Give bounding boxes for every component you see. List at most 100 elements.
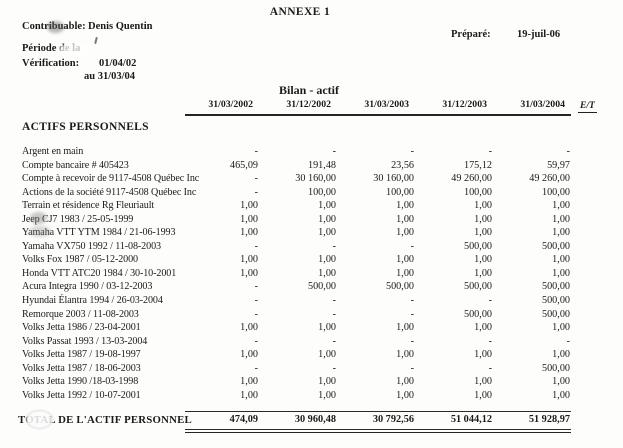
row-label: Honda VTT ATC20 1984 / 30-10-2001: [22, 267, 177, 279]
cell-value: -: [332, 295, 336, 307]
cell-value: 500,00: [541, 362, 570, 374]
cell-value: 500,00: [541, 240, 570, 252]
cell-value: 1,00: [552, 349, 570, 361]
verification-from-date: 01/04/02: [99, 58, 137, 69]
cell-value: 1,00: [474, 227, 492, 239]
cell-value: 1,00: [240, 213, 258, 225]
contribuable-label: Contribuable:: [22, 21, 86, 32]
cell-value: 175,12: [463, 159, 492, 171]
table-row: Volks Fox 1987 / 05-12-2000 1,00 1,00 1,00 1…: [0, 254, 623, 268]
cell-value: 100,00: [541, 186, 570, 198]
cell-value: -: [410, 295, 414, 307]
cell-value: 1,00: [396, 349, 414, 361]
cell-value: 1,00: [396, 376, 414, 388]
cell-value: 100,00: [463, 186, 492, 198]
cell-value: -: [254, 173, 258, 185]
cell-value: -: [332, 335, 336, 347]
cell-value: -: [410, 308, 414, 320]
cell-value: 1,00: [552, 200, 570, 212]
cell-value: 1,00: [240, 349, 258, 361]
cell-value: 1,00: [318, 200, 336, 212]
cell-value: 1,00: [396, 254, 414, 266]
row-label: Argent en main: [22, 146, 84, 157]
cell-value: 1,00: [552, 227, 570, 239]
row-label: Acura Integra 1990 / 03-12-2003: [22, 281, 153, 293]
cell-value: 1,00: [552, 322, 570, 334]
cell-value: 1,00: [474, 322, 492, 334]
table-row: Actions de la société 9117-4508 Québec I…: [0, 187, 623, 201]
cell-value: -: [254, 295, 258, 307]
cell-value: 100,00: [385, 186, 414, 198]
cell-value: 1,00: [474, 267, 492, 279]
cell-value: 1,00: [396, 267, 414, 279]
cell-value: 500,00: [463, 308, 492, 320]
row-label: Volks Jetta 1987 / 18-06-2003: [22, 362, 141, 374]
cell-value: 1,00: [474, 254, 492, 266]
cell-value: -: [488, 362, 492, 374]
row-label: Compte à recevoir de 9117-4508 Québec In…: [22, 173, 200, 185]
row-label: Actions de la société 9117-4508 Québec I…: [22, 186, 197, 198]
cell-value: 1,00: [318, 349, 336, 361]
total-cell-value: 474,09: [229, 414, 258, 425]
table-row: Volks Jetta 1992 / 10-07-2001 1,00 1,00 1,0…: [0, 390, 623, 404]
table-row: Terrain et résidence Rg Fleuriault 1,00 1,…: [0, 200, 623, 214]
scan-mark: [94, 36, 98, 45]
row-label: Compte bancaire # 405423: [22, 159, 129, 171]
table-row: Honda VTT ATC20 1984 / 30-10-2001 1,00 1,0…: [0, 268, 623, 282]
cell-value: 30 160,00: [295, 173, 336, 185]
cell-value: -: [488, 146, 492, 157]
cell-value: 500,00: [463, 281, 492, 293]
et-column-header: E/T: [578, 101, 597, 113]
cell-value: 1,00: [474, 200, 492, 212]
cell-value: 1,00: [318, 389, 336, 401]
table-row: Volks Passat 1993 / 13-03-2004 - - - - -: [0, 336, 623, 350]
cell-value: 1,00: [474, 349, 492, 361]
cell-value: 49 260,00: [529, 173, 570, 185]
table-row: Volks Jetta 1987 / 19-08-1997 1,00 1,00 1,0…: [0, 349, 623, 363]
cell-value: 500,00: [307, 281, 336, 293]
total-double-rule-upper: [185, 428, 571, 430]
cell-value: 1,00: [318, 322, 336, 334]
cell-value: 1,00: [396, 213, 414, 225]
table-row: Volks Jetta 1986 / 23-04-2001 1,00 1,00 1,0…: [0, 322, 623, 336]
cell-value: 1,00: [474, 389, 492, 401]
cell-value: -: [254, 186, 258, 198]
table-row: Jeep CJ7 1983 / 25-05-1999 1,00 1,00 1,00 1,…: [0, 214, 623, 228]
cell-value: 500,00: [541, 295, 570, 307]
prepared-date: 19-juil-06: [517, 29, 561, 40]
cell-value: -: [410, 362, 414, 374]
column-headers: 31/03/2002 31/12/2002 31/03/2003 31/12/2003…: [0, 99, 623, 112]
cell-value: 1,00: [318, 213, 336, 225]
cell-value: 59,97: [547, 159, 570, 171]
cell-value: -: [254, 281, 258, 293]
cell-value: 1,00: [318, 376, 336, 388]
cell-value: 191,48: [307, 159, 336, 171]
cell-value: 1,00: [240, 376, 258, 388]
row-label: Yamaha VX750 1992 / 11-08-2003: [22, 240, 161, 252]
cell-value: 1,00: [240, 254, 258, 266]
cell-value: -: [410, 240, 414, 252]
cell-value: -: [332, 362, 336, 374]
table-rows: Argent en main - - - - - Compte bancaire # 405…: [0, 146, 623, 403]
cell-value: 100,00: [307, 186, 336, 198]
cell-value: 23,56: [391, 159, 414, 171]
cell-value: -: [254, 146, 258, 157]
bilan-actif-title: Bilan - actif: [279, 83, 339, 97]
total-cell-value: 51 044,12: [450, 414, 492, 425]
cell-value: -: [332, 146, 336, 157]
cell-value: 1,00: [240, 227, 258, 239]
total-cell-value: 51 928,97: [528, 414, 570, 425]
row-label: Volks Jetta 1990 /18-03-1998: [22, 376, 139, 388]
cell-value: 1,00: [474, 213, 492, 225]
table-row: Compte bancaire # 405423 465,09 191,48 23,5…: [0, 160, 623, 174]
table-row: Yamaha VX750 1992 / 11-08-2003 - - - 500,00 5…: [0, 241, 623, 255]
cell-value: 1,00: [318, 267, 336, 279]
total-cell-value: 30 960,48: [294, 414, 336, 425]
cell-value: -: [254, 362, 258, 374]
table-row: Compte à recevoir de 9117-4508 Québec In…: [0, 173, 623, 187]
cell-value: 1,00: [318, 254, 336, 266]
row-label: Jeep CJ7 1983 / 25-05-1999: [22, 213, 134, 225]
cell-value: 500,00: [463, 240, 492, 252]
total-values-row: 474,09 30 960,48 30 792,56 51 044,12 51 928,…: [0, 414, 623, 427]
table-row: Argent en main - - - - -: [0, 146, 623, 160]
